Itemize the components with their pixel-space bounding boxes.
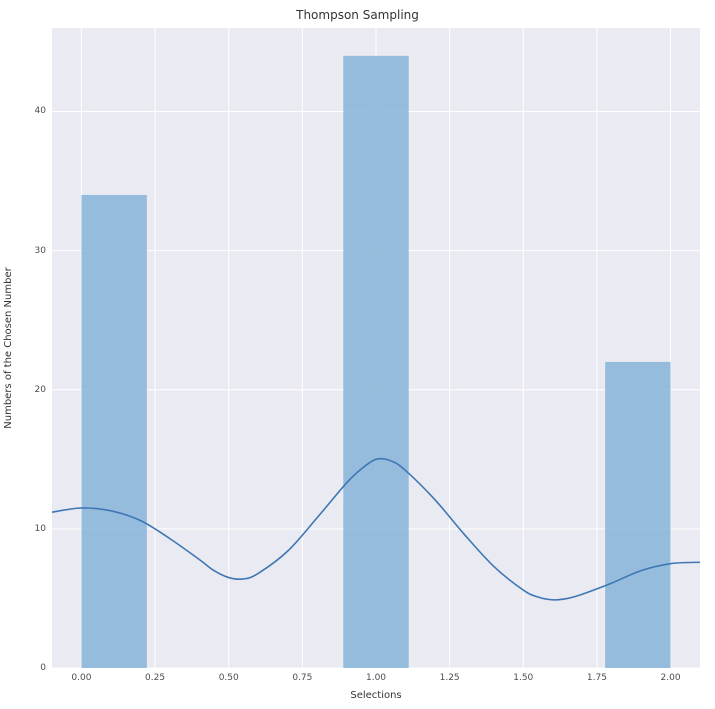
x-tick-label: 0.50 <box>219 673 239 683</box>
plot-area <box>52 28 700 668</box>
x-tick-label: 0.75 <box>292 673 312 683</box>
histogram-bar <box>605 362 670 668</box>
x-tick-label: 2.00 <box>661 673 681 683</box>
histogram-bar <box>81 195 146 668</box>
y-tick-label: 40 <box>35 106 46 116</box>
y-tick-label: 30 <box>35 246 46 256</box>
y-tick-label: 10 <box>35 524 46 534</box>
thompson-sampling-chart: Thompson Sampling Selections Numbers of … <box>0 0 715 709</box>
x-axis-label: Selections <box>350 690 401 701</box>
plot-svg <box>52 28 700 668</box>
y-tick-label: 20 <box>35 385 46 395</box>
x-tick-label: 0.25 <box>145 673 165 683</box>
chart-title: Thompson Sampling <box>0 8 715 22</box>
x-tick-label: 1.75 <box>587 673 607 683</box>
histogram-bar <box>343 56 408 668</box>
y-tick-label: 0 <box>40 663 46 673</box>
x-tick-label: 0.00 <box>71 673 91 683</box>
y-axis-label: Numbers of the Chosen Number <box>3 28 14 668</box>
x-tick-label: 1.00 <box>366 673 386 683</box>
x-tick-label: 1.50 <box>513 673 533 683</box>
x-tick-label: 1.25 <box>440 673 460 683</box>
